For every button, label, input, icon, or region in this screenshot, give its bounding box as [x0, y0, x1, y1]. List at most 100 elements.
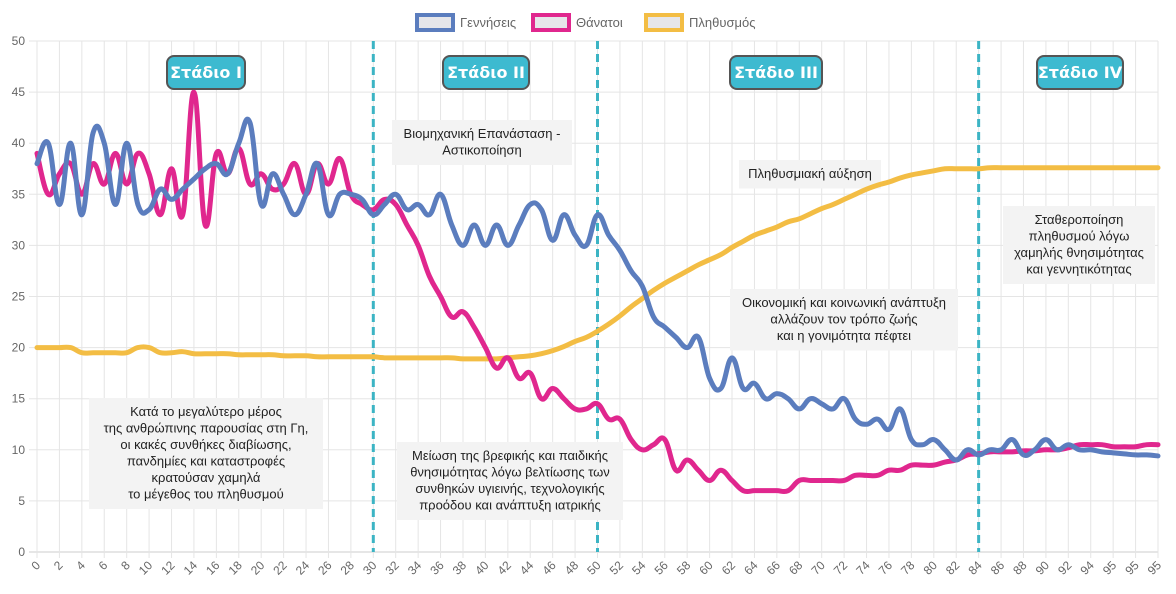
annotation-text: κρατούσαν χαμηλά [152, 470, 261, 485]
annotation-background [392, 120, 572, 165]
y-tick-label: 10 [12, 443, 26, 457]
x-tick-label: 4 [73, 558, 88, 573]
y-tick-label: 40 [12, 136, 26, 150]
series-line-0 [34, 116, 1161, 463]
x-tick-label: 48 [562, 558, 582, 578]
x-tick-label: 56 [652, 558, 672, 578]
annotation-text: αλλάζουν τον τρόπο ζωής [770, 312, 917, 327]
x-tick-label: 52 [607, 558, 627, 578]
stage-pill [1036, 55, 1124, 90]
x-tick-label: 36 [427, 558, 447, 578]
legend-label: Γεννήσεις [460, 15, 516, 30]
annotation-text: Βιομηχανική Επανάσταση - [404, 126, 561, 141]
x-tick-label: 68 [786, 558, 806, 578]
stage-dividers [371, 41, 981, 552]
y-axis: 0 5 10 15 20 25 30 35 40 45 50 [12, 34, 26, 559]
y-tick-label: 35 [12, 187, 26, 201]
legend-swatch [644, 13, 684, 32]
annotation-background [1003, 206, 1155, 284]
legend-item: Θάνατοι [531, 13, 623, 32]
x-tick-label: 32 [382, 558, 402, 578]
annotation-text: Μείωση της βρεφικής και παιδικής [412, 448, 608, 463]
annotations: Κατά το μεγαλύτερο μέρος της ανθρώπινης π… [89, 120, 1155, 520]
annotation-text: της ανθρώπινης παρουσίας στη Γη, [104, 421, 309, 436]
x-tick-label: 14 [181, 558, 201, 578]
x-tick-label: 16 [203, 558, 223, 578]
x-tick-label: 40 [472, 558, 492, 578]
legend-item: Πληθυσμός [644, 13, 755, 32]
y-tick-label: 15 [12, 392, 26, 406]
annotation-background [397, 442, 623, 520]
stage-label: Στάδιο III [729, 55, 823, 90]
x-tick-label: 18 [226, 558, 246, 578]
legend-label: Θάνατοι [576, 15, 623, 30]
stage-pill [166, 55, 246, 90]
legend: Γεννήσεις Θάνατοι Πληθυσμός [415, 13, 755, 32]
y-tick-label: 45 [12, 85, 26, 99]
annotation-text: και η γονιμότητα πέφτει [777, 328, 911, 343]
x-tick-label: 95 [1145, 558, 1165, 578]
annotation-text: προόδου και ανάπτυξη ιατρικής [419, 498, 601, 513]
legend-swatch [415, 13, 455, 32]
x-tick-label: 54 [629, 558, 649, 578]
x-tick-label: 20 [248, 558, 268, 578]
x-tick-label: 12 [158, 558, 178, 578]
legend-swatch [531, 13, 571, 32]
annotation-text: και γεννητικότητας [1026, 262, 1131, 277]
x-tick-label: 78 [898, 558, 918, 578]
x-tick-label: 86 [988, 558, 1008, 578]
legend-label: Πληθυσμός [689, 15, 755, 30]
stage-label: Στάδιο I [166, 55, 246, 90]
annotation-box: Οικονομική και κοινωνική ανάπτυξη αλλάζου… [730, 289, 958, 351]
stage-pill [442, 55, 530, 90]
annotation-text: συνθηκών υγιεινής, τεχνολογικής [415, 481, 604, 496]
annotation-text: Πληθυσμιακή αύξηση [748, 166, 872, 181]
x-tick-label: 34 [405, 558, 425, 578]
annotation-text: χαμηλής θνησιμότητας [1014, 245, 1144, 260]
x-tick-label: 26 [315, 558, 335, 578]
annotation-box: Βιομηχανική Επανάσταση - Αστικοποίηση [392, 120, 572, 165]
annotation-text: Αστικοποίηση [442, 143, 522, 158]
annotation-box: Πληθυσμιακή αύξηση [739, 160, 881, 189]
x-tick-label: 22 [270, 558, 290, 578]
y-tick-label: 30 [12, 238, 26, 252]
annotation-background [730, 289, 958, 351]
annotation-text: πανδημίες και καταστροφές [127, 454, 285, 469]
x-tick-label: 62 [719, 558, 739, 578]
x-tick-label: 74 [853, 558, 873, 578]
x-tick-label: 88 [1010, 558, 1030, 578]
annotation-text: Οικονομική και κοινωνική ανάπτυξη [742, 295, 946, 310]
x-tick-label: 30 [360, 558, 380, 578]
x-tick-label: 42 [495, 558, 515, 578]
x-tick-label: 60 [696, 558, 716, 578]
x-tick-label: 94 [1078, 558, 1098, 578]
annotation-text: θνησιμότητας λόγω βελτίωσης των [410, 465, 610, 480]
x-tick-label: 46 [539, 558, 559, 578]
stage-label: Στάδιο IV [1036, 55, 1124, 90]
x-tick-label: 6 [96, 558, 111, 573]
legend-item: Γεννήσεις [415, 13, 516, 32]
x-tick-label: 90 [1033, 558, 1053, 578]
x-tick-label: 2 [51, 558, 66, 573]
x-tick-label: 84 [965, 558, 985, 578]
annotation-text: Κατά το μεγαλύτερο μέρος [130, 404, 282, 419]
annotation-text: το μέγεθος του πληθυσμού [128, 487, 284, 502]
y-tick-label: 20 [12, 341, 26, 355]
annotation-text: οι κακές συνθήκες διαβίωσης, [120, 437, 291, 452]
annotation-box: Μείωση της βρεφικής και παιδικής θνησιμότ… [397, 442, 623, 520]
stage-labels: Στάδιο I Στάδιο II Στάδιο III Στάδιο IV [166, 55, 1124, 90]
series-lines [34, 89, 1161, 495]
x-tick-label: 44 [517, 558, 537, 578]
stage-label-text: Στάδιο I [170, 63, 242, 82]
x-tick-label: 50 [584, 558, 604, 578]
x-tick-label: 64 [741, 558, 761, 578]
x-tick-label: 58 [674, 558, 694, 578]
stage-label-text: Στάδιο II [447, 63, 525, 82]
annotation-background [739, 160, 881, 189]
x-tick-label: 82 [943, 558, 963, 578]
annotation-text: Σταθεροποίηση [1035, 212, 1124, 227]
stage-pill [729, 55, 823, 90]
x-tick-label: 70 [808, 558, 828, 578]
